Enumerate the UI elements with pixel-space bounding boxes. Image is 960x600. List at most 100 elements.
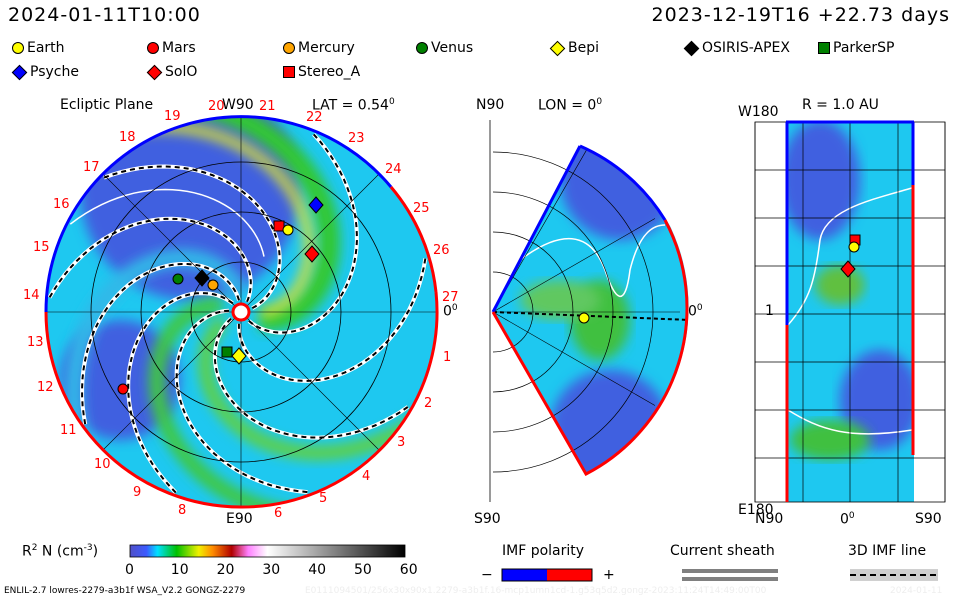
right-value: 0	[688, 303, 697, 320]
density-band	[790, 420, 870, 460]
legend-label: ParkerSP	[833, 40, 895, 56]
polarity-rim-positive	[44, 311, 242, 509]
legend-label: OSIRIS-APEX	[702, 40, 790, 56]
carrington-label: 1	[443, 350, 452, 365]
colorbar-tick: 30	[262, 562, 281, 578]
x-mid-value: 0	[840, 511, 849, 528]
density-band	[815, 265, 865, 305]
marker-stereo_a	[273, 220, 285, 232]
diamond-marker-icon	[146, 64, 163, 80]
imf-plus: +	[603, 567, 615, 583]
imf-swatch-frame	[501, 568, 593, 582]
low-density-region	[786, 122, 860, 240]
grid-ray	[102, 173, 242, 313]
imf-line	[213, 317, 409, 439]
meridional-right-label: 00	[688, 303, 703, 320]
grid-ray	[240, 173, 380, 313]
lon-value: LON = 0	[538, 97, 597, 114]
marker-mercury	[207, 279, 219, 291]
deg: 0	[848, 511, 855, 521]
diamond-marker-icon	[11, 64, 28, 80]
marker-solo	[840, 260, 856, 278]
carrington-label: 4	[362, 469, 371, 484]
carrington-label: 17	[83, 160, 100, 175]
carrington-label: 15	[33, 240, 50, 255]
meridional-bottom-label: S90	[474, 511, 501, 527]
marker-earth	[848, 241, 860, 253]
low-density-region	[560, 146, 680, 240]
colorbar-tick: 50	[354, 562, 372, 578]
imf-line	[248, 133, 358, 334]
meridional-lon: LON = 00	[538, 97, 602, 114]
legend-item-mars: Mars	[147, 40, 196, 56]
carrington-label: 16	[53, 197, 70, 212]
legend-item-earth: Earth	[12, 40, 65, 56]
carrington-label: 27	[442, 290, 459, 305]
legend-label: Psyche	[30, 64, 79, 80]
carrington-label: 14	[23, 288, 40, 303]
deg: 0	[451, 303, 458, 313]
imf-line	[237, 258, 427, 382]
current-time: 2024-01-11T10:00	[8, 4, 201, 26]
right-value: 0	[443, 303, 452, 320]
lat-value: LAT = 0.54	[312, 97, 389, 114]
carrington-label: 25	[413, 201, 430, 216]
marker-bepi	[231, 347, 247, 365]
inner-boundary	[231, 302, 251, 322]
radial-title: R = 1.0 AU	[802, 97, 879, 113]
imf-minus: −	[481, 567, 493, 583]
legend-item-psyche: Psyche	[11, 64, 79, 80]
current-sheath-title: Current sheath	[670, 543, 775, 559]
marker-mars	[117, 383, 129, 395]
marker-earth	[578, 312, 590, 324]
radial-bottom-left: E180	[738, 502, 774, 518]
imf-line	[81, 263, 240, 425]
carrington-label: 23	[348, 131, 365, 146]
carrington-label: 5	[319, 491, 328, 506]
carrington-label: 22	[306, 110, 323, 125]
grid-ray	[102, 311, 242, 451]
diamond-marker-icon	[549, 40, 566, 56]
legend-item-osiris-apex: OSIRIS-APEX	[683, 40, 790, 56]
polarity-rim-positive	[240, 291, 439, 509]
legend-label: Bepi	[568, 40, 599, 56]
square-marker-icon	[818, 42, 830, 54]
cb-unit: N (cm	[41, 543, 84, 560]
legend-label: Venus	[431, 40, 474, 56]
deg: 0	[596, 97, 603, 107]
imf-line	[103, 165, 281, 309]
deg: 0	[388, 97, 395, 107]
imf-line	[48, 217, 252, 303]
deg: 0	[696, 303, 703, 313]
carrington-label: 8	[178, 503, 187, 518]
imf-line	[127, 292, 234, 494]
circle-marker-icon	[147, 42, 159, 54]
colorbar-tick: 60	[399, 562, 418, 578]
low-density-region	[840, 350, 914, 450]
carrington-label: 13	[27, 335, 44, 350]
carrington-label: 6	[274, 506, 283, 521]
colorbar-tick: 20	[216, 562, 235, 578]
ecliptic-title: Ecliptic Plane	[60, 97, 154, 113]
legend-label: Mars	[162, 40, 196, 56]
imf-line	[493, 311, 689, 321]
imf-positive-swatch	[547, 569, 592, 581]
grid-ray	[492, 218, 656, 313]
colorbar-tick: 0	[125, 562, 134, 578]
current-sheath-swatch	[682, 569, 778, 573]
current-sheath-swatch	[682, 577, 778, 581]
circle-marker-icon	[283, 42, 295, 54]
meridional-top-label: N90	[476, 97, 505, 113]
density-band	[57, 117, 341, 331]
radial-x-mid: 00	[840, 511, 855, 528]
ecliptic-right-label: 00	[443, 303, 458, 320]
polarity-edge-positive	[491, 219, 689, 476]
legend-label: Earth	[27, 40, 65, 56]
carrington-label: 26	[433, 243, 450, 258]
cb-close: )	[92, 543, 99, 560]
carrington-label: 19	[164, 109, 181, 124]
legend-item-bepi: Bepi	[549, 40, 599, 56]
density-band	[148, 297, 435, 507]
footer-date: 2024-01-11	[890, 586, 943, 596]
